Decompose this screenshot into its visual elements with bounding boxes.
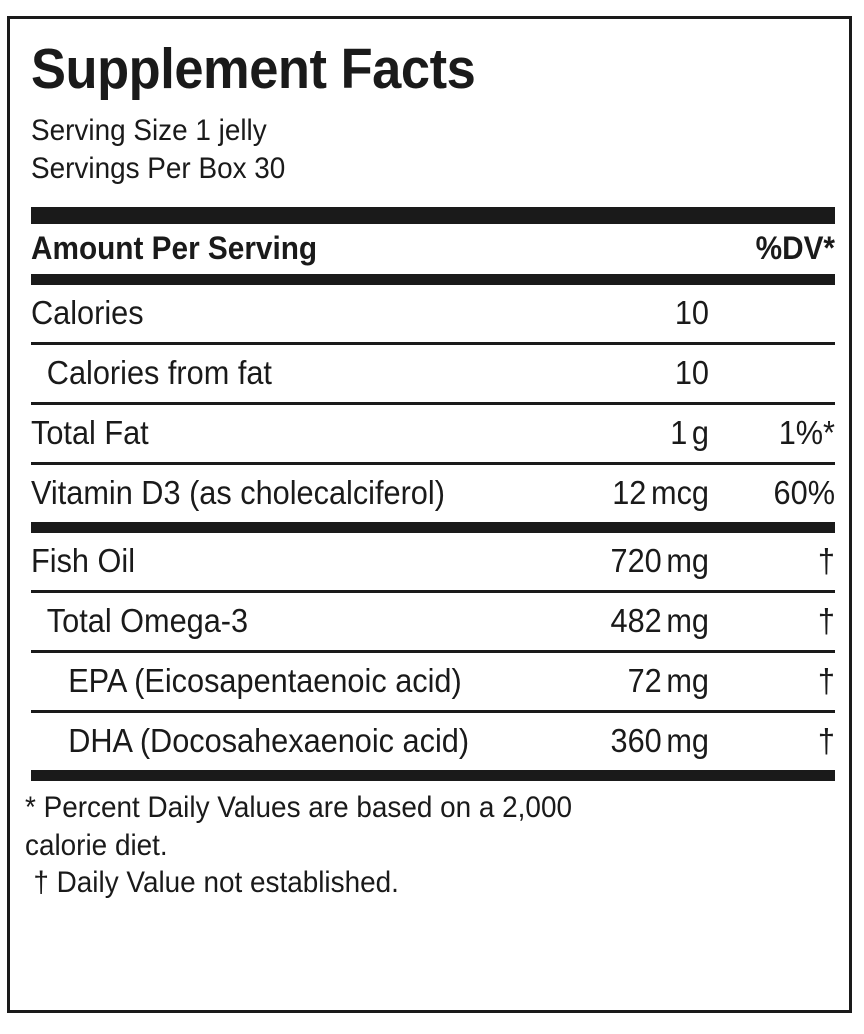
supplement-facts-panel: Supplement Facts Serving Size 1 jelly Se… [7, 16, 852, 1013]
nutrient-amount: 360 mg [610, 721, 709, 759]
rule-mid-group [31, 521, 835, 533]
row-separator [31, 401, 835, 405]
row-separator [31, 461, 835, 465]
row-separator [31, 709, 835, 713]
nutrient-daily-value: 1%* [778, 413, 835, 451]
nutrient-daily-value: † [817, 721, 835, 759]
serving-info: Serving Size 1 jelly Servings Per Box 30 [31, 102, 835, 199]
supplement-facts-inner: Supplement Facts Serving Size 1 jelly Se… [25, 19, 835, 1010]
footnotes: * Percent Daily Values are based on a 2,… [25, 781, 835, 902]
table-row: Calories 10 [31, 285, 835, 342]
nutrient-amount: 720 mg [610, 541, 709, 579]
nutrient-daily-value: † [817, 661, 835, 699]
serving-size: Serving Size 1 jelly [31, 114, 267, 147]
nutrient-name: DHA (Docosahexaenoic acid) [68, 721, 470, 759]
row-separator [31, 341, 835, 345]
rule-mid-bottom [31, 769, 835, 781]
nutrient-daily-value: † [817, 601, 835, 639]
nutrient-name: Calories [31, 293, 144, 331]
nutrient-name: Total Fat [31, 413, 149, 451]
rule-thick-top [31, 206, 835, 224]
footnote-dv-line2: calorie diet. [25, 828, 168, 862]
nutrient-name: EPA (Eicosapentaenoic acid) [68, 661, 462, 699]
row-separator [31, 589, 835, 593]
table-row: DHA (Docosahexaenoic acid) 360 mg † [31, 713, 835, 770]
nutrient-amount: 10 [674, 353, 709, 391]
table-row: Fish Oil 720 mg † [31, 533, 835, 590]
footnote-dv-line1: * Percent Daily Values are based on a 2,… [25, 790, 572, 824]
table-row: EPA (Eicosapentaenoic acid) 72 mg † [31, 653, 835, 710]
table-row: Calories from fat 10 [31, 345, 835, 402]
rule-mid-header [31, 273, 835, 285]
nutrient-amount: 72 mg [627, 661, 709, 699]
amount-per-serving-label: Amount Per Serving [31, 229, 318, 266]
table-row: Total Fat 1 g 1%* [31, 405, 835, 462]
table-row: Total Omega-3 482 mg † [31, 593, 835, 650]
nutrient-name: Total Omega-3 [46, 601, 249, 639]
table-row: Vitamin D3 (as cholecalciferol) 12 mcg 60% [31, 465, 835, 522]
nutrient-name: Vitamin D3 (as cholecalciferol) [31, 473, 445, 511]
table-header-row: Amount Per Serving %DV* [31, 224, 835, 274]
nutrient-amount: 10 [674, 293, 709, 331]
page-title: Supplement Facts [31, 37, 476, 101]
nutrient-amount: 12 mcg [612, 473, 709, 511]
nutrient-group-primary: Calories 10 Calories from fat 10 Total Fat 1 g… [31, 285, 835, 522]
nutrient-name: Fish Oil [31, 541, 136, 579]
nutrient-daily-value: † [817, 541, 835, 579]
nutrient-name: Calories from fat [46, 353, 272, 391]
nutrient-daily-value: 60% [773, 473, 835, 511]
nutrient-group-secondary: Fish Oil 720 mg † Total Omega-3 482 mg † EPA (Ei… [31, 533, 835, 770]
nutrient-amount: 482 mg [610, 601, 709, 639]
servings-per-container: Servings Per Box 30 [31, 152, 286, 186]
footnote-dagger: † Daily Value not established. [33, 866, 399, 900]
row-separator [31, 649, 835, 653]
daily-value-label: %DV* [755, 229, 835, 266]
